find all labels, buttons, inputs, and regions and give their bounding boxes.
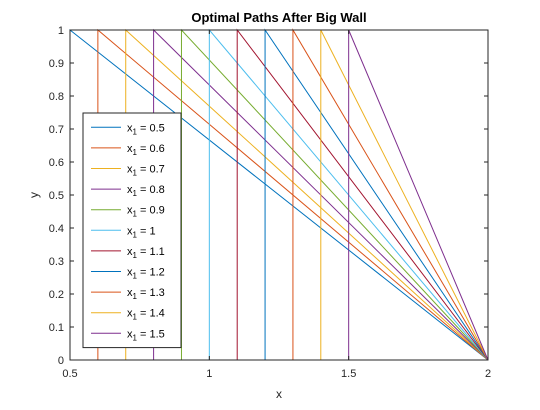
- legend: x1 = 0.5 x1 = 0.6 x1 = 0.7 x1 = 0.8 x1 = 0.9…: [82, 112, 182, 349]
- y-tick-label: 0: [58, 355, 64, 367]
- x-tick-label: 1: [206, 368, 212, 380]
- legend-label-10: x1 = 1.4: [127, 308, 165, 322]
- y-tick-label: 0.7: [49, 124, 64, 136]
- y-tick-label: 0.8: [49, 91, 64, 103]
- y-tick-label: 0.1: [49, 322, 64, 334]
- legend-label-6: x1 = 1: [127, 225, 156, 239]
- legend-label-5: x1 = 0.9: [127, 205, 165, 219]
- y-tick-label: 0.5: [49, 190, 64, 202]
- legend-label-4: x1 = 0.8: [127, 184, 165, 198]
- y-tick-label: 0.2: [49, 289, 64, 301]
- y-tick-label: 1: [58, 25, 64, 37]
- y-tick-label: 0.3: [49, 256, 64, 268]
- legend-label-11: x1 = 1.5: [127, 328, 165, 342]
- legend-label-8: x1 = 1.2: [127, 267, 165, 281]
- tick-layer: 0.5 1 1.5 2 0 0.1 0.2 0.3 0.4 0.5 0.6 0.7 0.8 0.9 1: [49, 25, 491, 380]
- x-tick-label: 0.5: [62, 368, 77, 380]
- x-tick-label: 2: [485, 368, 491, 380]
- chart-title: Optimal Paths After Big Wall: [191, 10, 366, 25]
- y-tick-label: 0.9: [49, 58, 64, 70]
- y-axis-label: y: [27, 192, 41, 198]
- x-axis-label: x: [276, 387, 282, 401]
- legend-label-2: x1 = 0.6: [127, 143, 165, 157]
- legend-label-9: x1 = 1.3: [127, 287, 165, 301]
- legend-label-7: x1 = 1.1: [127, 246, 165, 260]
- x-tick-label: 1.5: [341, 368, 356, 380]
- legend-label-3: x1 = 0.7: [127, 164, 165, 178]
- legend-label-1: x1 = 0.5: [127, 122, 165, 136]
- y-tick-label: 0.6: [49, 157, 64, 169]
- y-tick-label: 0.4: [49, 223, 64, 235]
